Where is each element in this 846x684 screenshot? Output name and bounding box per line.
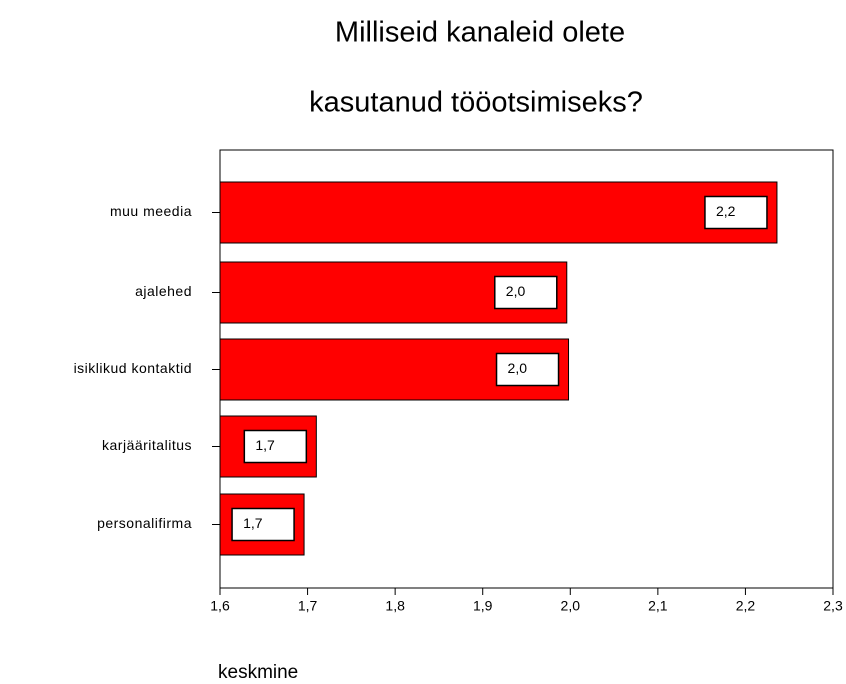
chart-title: Milliseid kanaleid olete (335, 17, 625, 49)
value-label: 2,0 (506, 283, 526, 299)
x-tick-label: 2,3 (823, 598, 843, 614)
value-label: 2,0 (508, 360, 528, 376)
value-label-box (704, 195, 768, 230)
value-label-box (231, 507, 295, 542)
x-tick-label: 1,8 (385, 598, 405, 614)
value-label: 2,2 (716, 203, 736, 219)
y-tick-label: isiklikud kontaktid (74, 360, 192, 376)
y-tick-label: muu meedia (110, 203, 192, 219)
value-label: 1,7 (243, 515, 263, 531)
bar (219, 181, 778, 244)
x-axis-label: keskmine (218, 662, 298, 683)
bar (219, 338, 570, 401)
x-tick-label: 1,7 (298, 598, 318, 614)
y-tick-label: ajalehed (135, 283, 192, 299)
chart-title: kasutanud tööotsimiseks? (309, 87, 643, 119)
value-label-box (494, 275, 558, 310)
x-tick-label: 2,1 (648, 598, 668, 614)
y-tick-label: karjääritalitus (102, 437, 192, 453)
x-tick-label: 1,6 (210, 598, 230, 614)
x-tick-label: 2,2 (736, 598, 756, 614)
value-label-box (495, 352, 560, 387)
x-tick-label: 1,9 (473, 598, 493, 614)
y-tick-label: personalifirma (97, 515, 192, 531)
x-tick-label: 2,0 (561, 598, 581, 614)
value-label-box (243, 429, 308, 464)
value-label: 1,7 (255, 437, 275, 453)
